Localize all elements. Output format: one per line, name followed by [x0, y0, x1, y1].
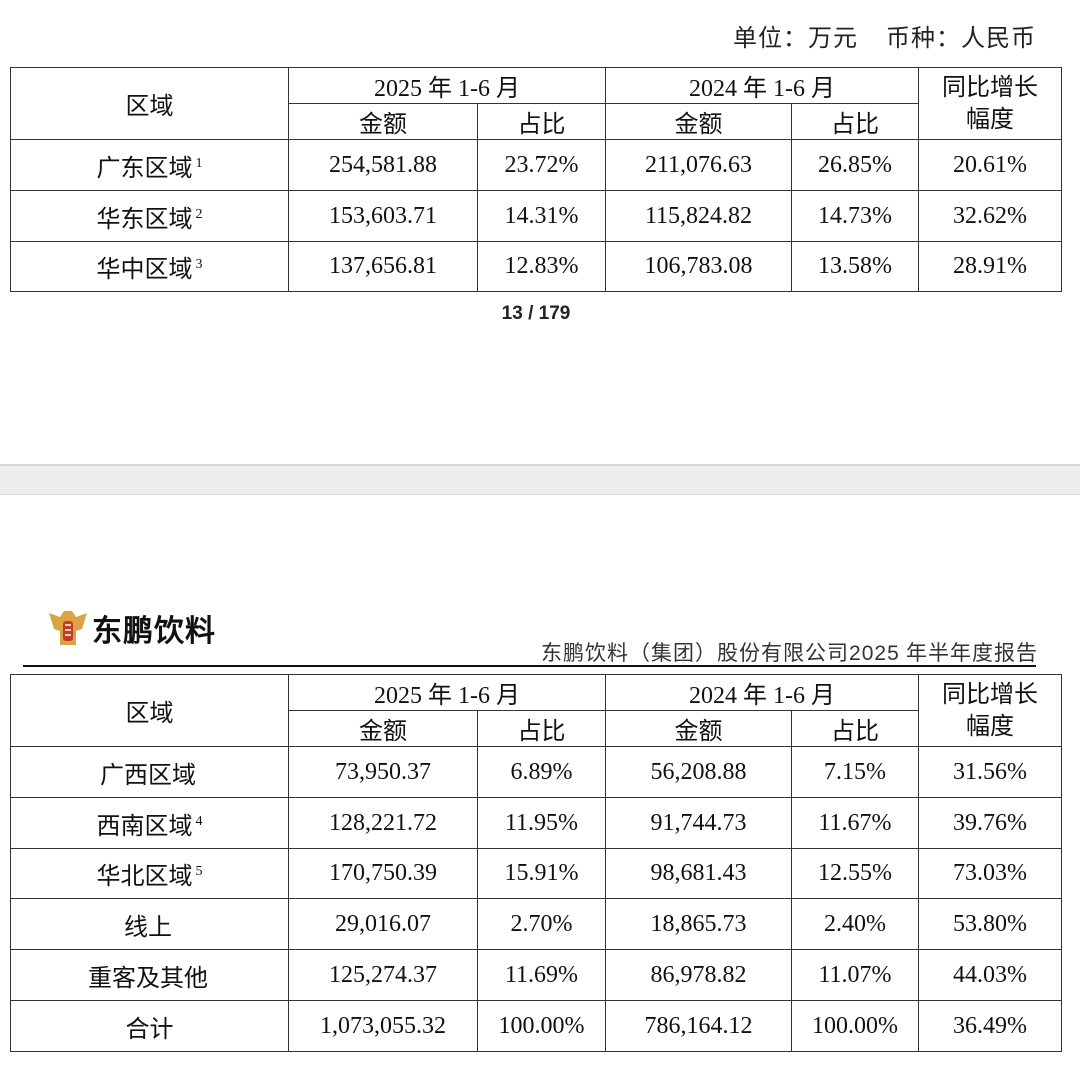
header-amount-2024: 金额 — [605, 710, 792, 747]
share-2025-cell: 2.70% — [477, 898, 606, 950]
amount-2025-cell: 137,656.81 — [288, 241, 478, 292]
eagle-emblem-icon — [48, 609, 88, 647]
table-row: 广东区域 1 254,581.88 23.72% 211,076.63 26.85… — [10, 139, 1062, 191]
region-cell: 华北区域 5 — [10, 848, 289, 899]
share-2025-cell: 12.83% — [477, 241, 606, 292]
total-share-2024-cell: 100.00% — [791, 1000, 919, 1052]
share-2025-cell: 15.91% — [477, 848, 606, 899]
table-total-row: 合计 1,073,055.32 100.00% 786,164.12 100.0… — [10, 1000, 1062, 1052]
amount-2024-cell: 211,076.63 — [605, 139, 792, 191]
region-cell: 重客及其他 — [10, 949, 289, 1001]
amount-2024-cell: 91,744.73 — [605, 797, 792, 849]
share-2025-cell: 11.69% — [477, 949, 606, 1001]
header-amount-2025: 金额 — [288, 710, 478, 747]
header-region: 区域 — [10, 674, 289, 747]
share-2024-cell: 11.07% — [791, 949, 919, 1001]
share-2024-cell: 13.58% — [791, 241, 919, 292]
header-period-2024: 2024 年 1-6 月 — [605, 674, 919, 711]
table-row: 华东区域 2 153,603.71 14.31% 115,824.82 14.73… — [10, 190, 1062, 242]
amount-2024-cell: 106,783.08 — [605, 241, 792, 292]
amount-2025-cell: 254,581.88 — [288, 139, 478, 191]
header-yoy-growth: 同比增长 幅度 — [918, 67, 1062, 140]
currency-label: 币种：人民币 — [886, 26, 1036, 52]
header-period-2025: 2025 年 1-6 月 — [288, 674, 606, 711]
region-cell: 广西区域 — [10, 746, 289, 798]
amount-2025-cell: 128,221.72 — [288, 797, 478, 849]
share-2024-cell: 2.40% — [791, 898, 919, 950]
total-yoy-cell: 36.49% — [918, 1000, 1062, 1052]
logo-wordmark: 东鹏饮料 — [92, 614, 216, 649]
header-period-2024: 2024 年 1-6 月 — [605, 67, 919, 104]
header-share-2025: 占比 — [477, 103, 606, 140]
share-2024-cell: 14.73% — [791, 190, 919, 242]
unit-currency-note: 单位：万元 币种：人民币 — [733, 18, 1036, 53]
page-number: 13 / 179 — [501, 303, 571, 324]
header-share-2024: 占比 — [791, 103, 919, 140]
amount-2025-cell: 153,603.71 — [288, 190, 478, 242]
header-period-2025: 2025 年 1-6 月 — [288, 67, 606, 104]
amount-2024-cell: 98,681.43 — [605, 848, 792, 899]
total-amount-2024-cell: 786,164.12 — [605, 1000, 792, 1052]
amount-2024-cell: 115,824.82 — [605, 190, 792, 242]
table-row: 广西区域 73,950.37 6.89% 56,208.88 7.15% 31.… — [10, 746, 1062, 798]
regional-revenue-table-part2: 区域 2025 年 1-6 月 2024 年 1-6 月 同比增长 幅度 金额 占… — [10, 674, 1062, 1052]
table-header-row-2: 金额 占比 金额 占比 — [11, 710, 1062, 747]
header-amount-2024: 金额 — [605, 103, 792, 140]
yoy-cell: 53.80% — [918, 898, 1062, 950]
share-2025-cell: 14.31% — [477, 190, 606, 242]
yoy-cell: 32.62% — [918, 190, 1062, 242]
yoy-cell: 73.03% — [918, 848, 1062, 899]
yoy-cell: 28.91% — [918, 241, 1062, 292]
header-rule-divider — [23, 665, 1036, 667]
header-region: 区域 — [10, 67, 289, 140]
region-cell: 华中区域 3 — [10, 241, 289, 292]
amount-2024-cell: 86,978.82 — [605, 949, 792, 1001]
total-label-cell: 合计 — [10, 1000, 289, 1052]
header-yoy-growth: 同比增长 幅度 — [918, 674, 1062, 747]
header-amount-2025: 金额 — [288, 103, 478, 140]
amount-2025-cell: 170,750.39 — [288, 848, 478, 899]
table-row: 重客及其他 125,274.37 11.69% 86,978.82 11.07%… — [10, 949, 1062, 1001]
region-cell: 线上 — [10, 898, 289, 950]
table-row: 线上 29,016.07 2.70% 18,865.73 2.40% 53.80… — [10, 898, 1062, 950]
region-cell: 广东区域 1 — [10, 139, 289, 191]
table-row: 华中区域 3 137,656.81 12.83% 106,783.08 13.58… — [10, 241, 1062, 292]
region-cell: 华东区域 2 — [10, 190, 289, 242]
table-header-row-1: 区域 2025 年 1-6 月 2024 年 1-6 月 同比增长 幅度 — [10, 67, 1062, 140]
table-row: 西南区域 4 128,221.72 11.95% 91,744.73 11.67%… — [10, 797, 1062, 849]
share-2024-cell: 12.55% — [791, 848, 919, 899]
amount-2025-cell: 29,016.07 — [288, 898, 478, 950]
amount-2024-cell: 18,865.73 — [605, 898, 792, 950]
region-cell: 西南区域 4 — [10, 797, 289, 849]
total-share-2025-cell: 100.00% — [477, 1000, 606, 1052]
share-2024-cell: 7.15% — [791, 746, 919, 798]
share-2024-cell: 11.67% — [791, 797, 919, 849]
regional-revenue-table-part1: 区域 2025 年 1-6 月 2024 年 1-6 月 同比增长 幅度 金额 占… — [10, 67, 1062, 292]
total-amount-2025-cell: 1,073,055.32 — [288, 1000, 478, 1052]
company-logo: 东鹏饮料 — [48, 606, 216, 650]
yoy-cell: 44.03% — [918, 949, 1062, 1001]
yoy-cell: 31.56% — [918, 746, 1062, 798]
share-2024-cell: 26.85% — [791, 139, 919, 191]
table-row: 华北区域 5 170,750.39 15.91% 98,681.43 12.55%… — [10, 848, 1062, 899]
yoy-cell: 20.61% — [918, 139, 1062, 191]
pdf-page-13: 单位：万元 币种：人民币 区域 2025 年 1-6 月 2024 年 1-6 … — [0, 0, 1080, 464]
amount-2025-cell: 125,274.37 — [288, 949, 478, 1001]
header-share-2025: 占比 — [477, 710, 606, 747]
share-2025-cell: 23.72% — [477, 139, 606, 191]
report-running-title: 东鹏饮料（集团）股份有限公司2025 年半年度报告 — [541, 641, 1038, 665]
share-2025-cell: 6.89% — [477, 746, 606, 798]
header-share-2024: 占比 — [791, 710, 919, 747]
table-header-row-1: 区域 2025 年 1-6 月 2024 年 1-6 月 同比增长 幅度 — [10, 674, 1062, 747]
amount-2024-cell: 56,208.88 — [605, 746, 792, 798]
share-2025-cell: 11.95% — [477, 797, 606, 849]
amount-2025-cell: 73,950.37 — [288, 746, 478, 798]
unit-label: 单位：万元 — [733, 26, 858, 52]
page-separator — [0, 464, 1080, 495]
yoy-cell: 39.76% — [918, 797, 1062, 849]
